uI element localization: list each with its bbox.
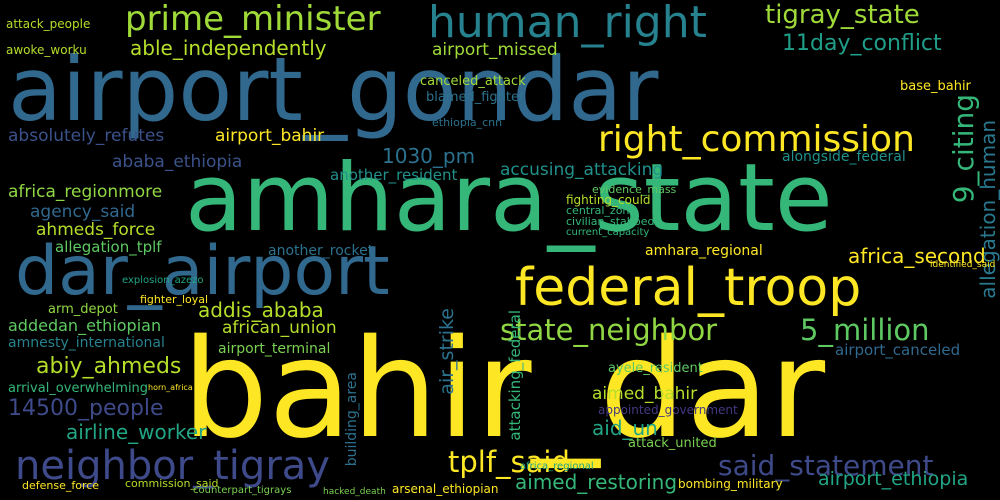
word: bahir_dar (182, 311, 826, 469)
word: africa_regional (520, 461, 594, 472)
word: state_neighbor (500, 313, 718, 347)
word: airline_worker (66, 420, 207, 444)
word: explosion_azezo (122, 275, 204, 286)
word: airport_canceled (835, 341, 961, 359)
word: able_independently (130, 36, 327, 60)
word: amnesty_international (8, 335, 165, 351)
word: current_capacity (566, 227, 650, 238)
word: aimed_bahir (592, 384, 698, 404)
word: another_rocket (268, 243, 374, 259)
word: ahmeds_force (36, 220, 156, 240)
word: said_statement (718, 449, 934, 482)
word: amhara_regional (645, 243, 763, 259)
word: airport_missed (432, 40, 558, 60)
word: hacked_death (323, 487, 386, 497)
word: absolutely_refutes (8, 126, 165, 146)
word: 9_citing (947, 94, 980, 204)
word: alongside_federal (782, 149, 906, 165)
word: abiy_ahmeds (36, 354, 182, 379)
word: awoke_worku (6, 43, 87, 57)
word: attack_people (6, 17, 91, 31)
word: civilian_stabbed (566, 215, 655, 228)
word: addis_ababa (198, 298, 324, 322)
word: addedan_ethiopian (8, 316, 162, 335)
word: canceled_attack (420, 74, 526, 89)
word: 1030_pm (382, 144, 476, 168)
word: ethiopia_cnn (432, 116, 503, 129)
word: federal_troop (515, 258, 862, 318)
word: tplf_said (448, 445, 570, 479)
word: aimed_restoring (515, 470, 678, 494)
word: human_right (428, 0, 707, 48)
word: attacking_federal (506, 310, 524, 441)
word: arsenal_ethiopian (392, 482, 499, 496)
word: blamed_fighter (426, 90, 525, 105)
word: air_strike (436, 308, 458, 395)
word: arrival_overwhelming (8, 381, 149, 396)
word: tigray_state (765, 0, 920, 30)
word: arm_depot (48, 302, 118, 317)
word: neighbor_tigray (15, 443, 330, 489)
word: ayele_resident (608, 361, 703, 376)
word: central_zone (566, 204, 637, 217)
word: building_area (344, 372, 360, 467)
word: aid_un (592, 416, 658, 440)
word: counterpart_tigrays (193, 485, 292, 496)
word: another_resident (330, 166, 458, 184)
word: attack_united (628, 436, 717, 451)
word: accusing_attacking (500, 160, 664, 180)
word: 14500_people (8, 396, 164, 421)
word: identified_said (930, 260, 996, 270)
word: ababa_ethiopia (112, 152, 243, 172)
word: airport_terminal (218, 341, 331, 357)
word: allegation_human (976, 120, 1000, 299)
word: right_commission (598, 119, 915, 160)
word: base_bahir (900, 79, 971, 94)
word: african_union (222, 318, 337, 338)
word: horn_africa (148, 383, 193, 392)
word: commission_said (125, 477, 219, 490)
word: evidence_mass (592, 183, 677, 196)
word: appointed_government (598, 403, 738, 417)
word: allegation_tplf (55, 238, 162, 256)
word: airport_bahir (215, 126, 325, 146)
word: prime_minister (125, 0, 381, 39)
word: airport_gondar (8, 38, 659, 141)
word: africa_regionmore (8, 182, 163, 202)
word: 11day_conflict (782, 31, 942, 56)
word: bombing_military (678, 477, 783, 491)
word: defense_force (22, 479, 100, 492)
word: fighting_could (566, 193, 651, 207)
word: africa_second (848, 244, 986, 268)
word: 5_million (800, 313, 930, 347)
word: agency_said (30, 202, 136, 222)
word: fighter_loyal (140, 293, 209, 306)
word: dar_airport (15, 232, 390, 311)
word: airport_ethiopia (818, 468, 969, 490)
word: amhara_state (185, 144, 833, 253)
